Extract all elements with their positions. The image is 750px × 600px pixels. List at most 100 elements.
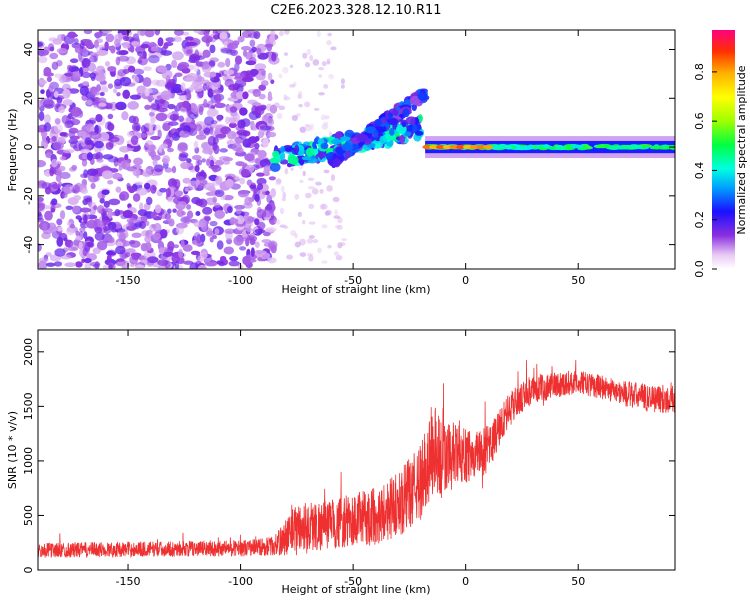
spectrogram-cell xyxy=(312,239,319,244)
spectrogram-cell xyxy=(38,48,44,57)
spectrogram-cell xyxy=(236,83,244,94)
spectrogram-cell xyxy=(86,152,93,161)
spectrogram-cell xyxy=(108,264,113,269)
spectrogram-cell xyxy=(191,155,202,161)
spectrogram-cell xyxy=(245,30,256,35)
spectrogram-cell xyxy=(181,211,186,216)
spectrogram-cell xyxy=(202,206,213,215)
spectrogram-cell xyxy=(224,173,236,179)
spectrogram-cell xyxy=(324,115,330,120)
spectrogram-cell xyxy=(139,54,145,60)
spectrogram-cell xyxy=(143,182,151,190)
spectrogram-cell xyxy=(131,232,142,239)
spectrogram-cell xyxy=(43,114,51,124)
spectrogram-cell xyxy=(97,69,105,80)
spectrogram-cell xyxy=(336,224,343,230)
spectrogram-cell xyxy=(212,89,222,94)
spectrogram-cell xyxy=(409,95,421,106)
spectrogram-cell xyxy=(228,260,241,267)
spectrogram-cell xyxy=(75,215,82,220)
spectrogram-cell xyxy=(115,186,122,193)
spectrogram-cell xyxy=(411,117,416,126)
spectrogram-cell xyxy=(201,158,206,163)
spectrogram-cell xyxy=(332,196,340,203)
spectrogram-cell xyxy=(398,108,404,115)
spectrogram-cell xyxy=(96,38,104,43)
spectrogram-cell xyxy=(193,140,199,149)
spectrogram-cell xyxy=(276,113,283,120)
spectrogram-cell xyxy=(193,30,202,34)
spectrogram-cell xyxy=(404,131,412,137)
spectrogram-cell xyxy=(604,144,611,148)
spectrogram-cell xyxy=(174,260,180,269)
spectrogram-cell xyxy=(145,196,153,206)
spectrogram-cell xyxy=(216,260,224,265)
spectrogram-cell xyxy=(291,114,299,121)
spectrogram-cell xyxy=(207,88,214,98)
spectrogram-cell xyxy=(38,196,44,203)
spectrogram-cell xyxy=(92,247,101,255)
spectrogram-cell xyxy=(202,49,211,59)
spectrogram-cell xyxy=(270,79,275,84)
spectrogram-cell xyxy=(193,84,204,92)
spectrogram-y-label: Frequency (Hz) xyxy=(6,109,19,192)
spectrogram-cell xyxy=(162,251,172,257)
spectrogram-cell xyxy=(132,116,139,125)
spectrogram-cell xyxy=(178,130,191,138)
spectrogram-cell xyxy=(183,216,191,225)
spectrogram-cell xyxy=(249,68,259,76)
spectrogram-cell xyxy=(114,38,121,48)
spectrogram-cell xyxy=(96,49,109,56)
spectrogram-cell xyxy=(225,57,231,68)
spectrogram-cell xyxy=(385,123,390,128)
spectrogram-cell xyxy=(96,204,105,214)
spectrogram-cell xyxy=(245,227,254,233)
spectrogram-cell xyxy=(89,132,102,140)
spectrogram-cell xyxy=(186,49,193,55)
spectrogram-cell xyxy=(100,84,107,90)
spectrogram-cell xyxy=(171,59,178,69)
spectrogram-cell xyxy=(483,144,494,150)
spectrogram-cell xyxy=(84,261,91,269)
spectrogram-cell xyxy=(80,148,91,154)
spectrogram-cell xyxy=(133,157,144,166)
spectrogram-cell xyxy=(337,216,343,224)
spectrogram-cell xyxy=(157,37,164,47)
spectrogram-cell xyxy=(340,78,346,85)
spectrogram-cell xyxy=(182,177,191,184)
spectrogram-cell xyxy=(84,137,92,146)
spectrogram-cell xyxy=(278,73,283,79)
spectrogram-cell xyxy=(164,213,171,220)
spectrogram-cell xyxy=(121,111,129,121)
spectrogram-cell xyxy=(214,228,220,235)
spectrogram-cell xyxy=(203,99,208,107)
spectrogram-cell xyxy=(81,72,91,79)
spectrogram-cell xyxy=(207,100,214,110)
spectrogram-cell xyxy=(94,125,102,134)
spectrogram-cell xyxy=(584,145,593,150)
spectrogram-cell xyxy=(326,58,331,64)
spectrogram-cell xyxy=(555,146,567,151)
spectrogram-cell xyxy=(184,36,194,41)
spectrogram-cell xyxy=(51,136,57,142)
spectrogram-cell xyxy=(103,200,110,208)
spectrogram-cell xyxy=(189,262,200,269)
spectrogram-cell xyxy=(117,55,130,62)
spectrogram-y-tick-label: 40 xyxy=(22,43,35,57)
spectrogram-cell xyxy=(143,66,152,72)
spectrogram-cell xyxy=(239,107,248,116)
spectrogram-cell xyxy=(198,105,204,116)
spectrogram-cell xyxy=(209,220,218,227)
spectrogram-cell xyxy=(308,235,315,239)
spectrogram-cell xyxy=(326,185,333,192)
spectrogram-cell xyxy=(225,116,231,125)
spectrogram-cell xyxy=(523,145,534,150)
colorbar-tick-label: 0.6 xyxy=(693,112,706,130)
spectrogram-cell xyxy=(81,158,88,167)
spectrogram-cell xyxy=(315,181,322,186)
spectrogram-cell xyxy=(98,97,107,104)
spectrogram-cell xyxy=(325,209,332,216)
spectrogram-cell xyxy=(217,61,226,68)
spectrogram-cell xyxy=(254,105,265,116)
spectrogram-cell xyxy=(45,262,56,267)
